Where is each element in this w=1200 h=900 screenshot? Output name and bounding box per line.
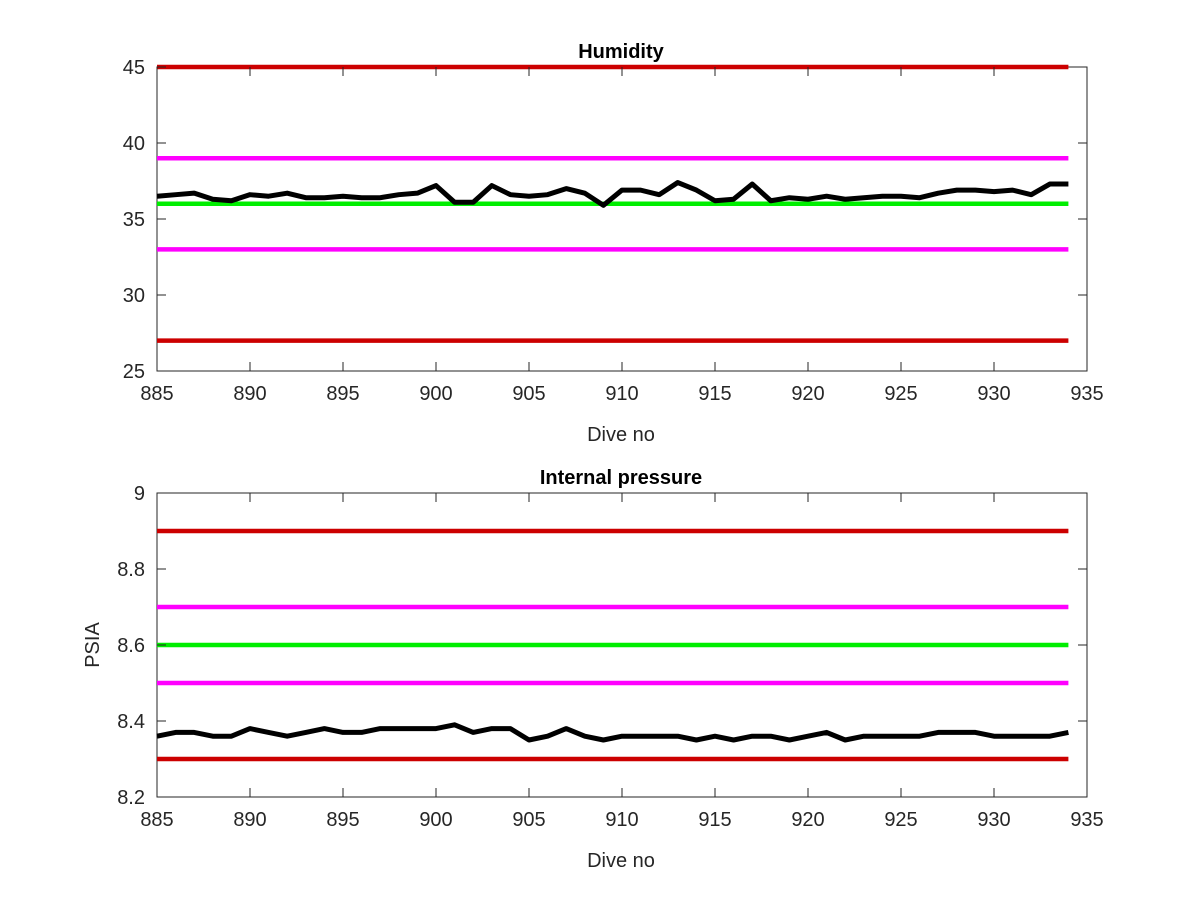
x-tick-label: 910 [605, 809, 638, 831]
y-tick-label: 8.6 [117, 635, 145, 657]
x-tick-label: 915 [698, 809, 731, 831]
x-tick-label: 905 [512, 809, 545, 831]
x-tick-label: 890 [233, 809, 266, 831]
series-line [156, 180, 1069, 208]
x-tick-label: 900 [419, 809, 452, 831]
x-tick-label: 885 [140, 383, 173, 405]
internal-pressure-chart: Internal pressure 885 890 895 900 905 910 915 9… [82, 467, 1104, 872]
y-tick-label: 40 [123, 133, 145, 155]
x-tick-label: 930 [977, 383, 1010, 405]
axis-ticks: 885 890 895 900 905 910 915 920 925 930 935 8.2 8.4 8… [117, 483, 1104, 831]
y-tick-label: 8.2 [117, 787, 145, 809]
x-tick-label: 895 [326, 809, 359, 831]
x-tick-label: 935 [1070, 809, 1103, 831]
y-tick-label: 8.8 [117, 559, 145, 581]
y-tick-label: 8.4 [117, 711, 145, 733]
x-axis-label: Dive no [587, 850, 655, 872]
axis-ticks: 885 890 895 900 905 910 915 920 925 930 935 25 30 35 4… [123, 57, 1104, 405]
data-series [156, 180, 1069, 208]
x-tick-label: 935 [1070, 383, 1103, 405]
x-tick-label: 910 [605, 383, 638, 405]
x-tick-label: 890 [233, 383, 266, 405]
x-tick-label: 920 [791, 383, 824, 405]
humidity-chart: Humidity 885 890 895 900 905 910 915 920 925 930 9… [123, 41, 1104, 446]
threshold-lines [157, 64, 1069, 343]
x-tick-label: 900 [419, 383, 452, 405]
x-axis-label: Dive no [587, 424, 655, 446]
x-tick-label: 920 [791, 809, 824, 831]
y-tick-label: 45 [123, 57, 145, 79]
y-tick-label: 30 [123, 285, 145, 307]
chart-title: Internal pressure [540, 467, 702, 489]
y-tick-label: 9 [134, 483, 145, 505]
x-tick-label: 895 [326, 383, 359, 405]
y-axis-label: PSIA [82, 622, 104, 668]
x-tick-label: 915 [698, 383, 731, 405]
y-tick-label: 25 [123, 361, 145, 383]
data-series [156, 722, 1069, 743]
x-tick-label: 905 [512, 383, 545, 405]
plot-area [156, 66, 1088, 372]
x-tick-label: 925 [884, 809, 917, 831]
chart-title: Humidity [578, 41, 664, 63]
x-tick-label: 885 [140, 809, 173, 831]
series-line [156, 722, 1069, 743]
x-tick-label: 925 [884, 383, 917, 405]
y-tick-label: 35 [123, 209, 145, 231]
threshold-lines [157, 528, 1069, 762]
x-tick-label: 930 [977, 809, 1010, 831]
